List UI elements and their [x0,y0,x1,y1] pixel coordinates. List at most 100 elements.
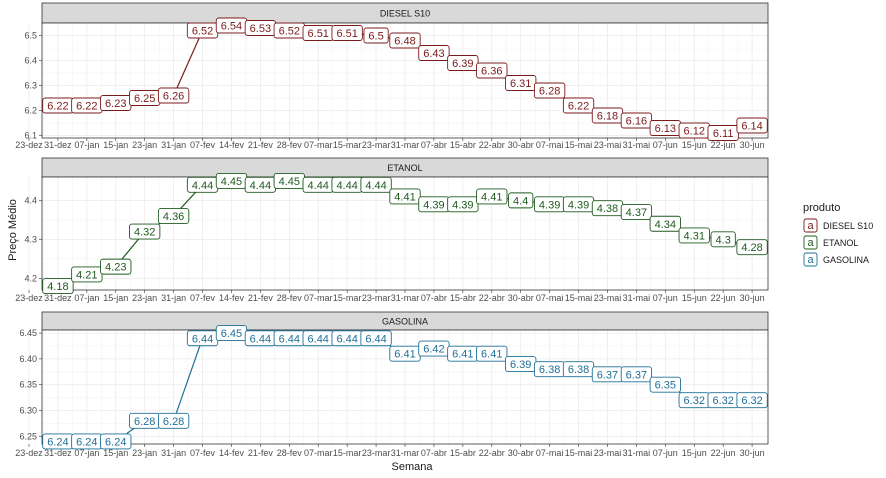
x-tick-label: 31-jan [161,448,186,458]
x-tick-label: 07-jan [74,448,99,458]
data-label: 4.3 [710,231,736,248]
facet-strip-label: DIESEL S10 [380,9,430,19]
data-label: 4.45 [215,172,248,189]
data-label-box [157,412,190,429]
data-label-text: 4.39 [539,199,560,211]
data-label-text: 6.32 [712,395,733,407]
data-label-box [533,82,566,99]
y-axis-title: Preço Médio [7,199,19,261]
data-label: 6.18 [591,107,624,124]
data-label: 4.41 [389,188,421,205]
x-tick-label: 22-jun [711,293,736,303]
data-label: 6.44 [273,330,305,347]
x-tick-label: 15-mai [565,293,593,303]
facet-etanol: ETANOL 23-dez 31-dez 07-jan 15-jan 23-jan 31-j… [15,157,769,303]
data-label-text: 4.31 [684,230,705,242]
data-label-text: 4.23 [105,262,126,274]
data-label-text: 6.35 [655,380,676,392]
data-label-text: 6.39 [452,58,473,70]
data-label-box [100,433,132,450]
data-label-text: 6.25 [134,93,155,105]
x-tick-label: 28-fev [277,140,303,150]
data-label-text: 4.41 [394,191,415,203]
panel-border [41,176,769,291]
data-label: 6.39 [447,55,479,71]
data-label: 6.37 [620,366,653,383]
x-tick-label: 23-mai [594,448,622,458]
x-tick-label: 07-mar [304,448,333,458]
x-tick-label: 15-jan [103,448,128,458]
data-label: 6.44 [186,330,219,347]
data-label: 4.32 [129,223,161,240]
data-label-text: 4.39 [452,199,473,211]
x-tick-label: 22-jun [711,448,736,458]
data-label: 4.4 [508,192,534,209]
x-tick-label: 22-abr [479,448,505,458]
x-tick-label: 15-mai [565,140,593,150]
x-tick-label: 30-jun [740,140,765,150]
y-tick-label: 6.1 [24,131,37,141]
x-tick-label: 21-fev [248,293,274,303]
x-tick-label: 23-jan [132,140,157,150]
data-label-box [418,45,450,61]
y-tick-label: 6.35 [19,380,37,390]
x-tick-label: 14-fev [219,448,245,458]
x-tick-label: 28-fev [277,448,303,458]
data-label-text: 6.41 [452,349,473,361]
x-tick-label: 31-mar [391,448,420,458]
data-label-text: 6.44 [365,333,386,345]
data-label: 4.44 [360,176,392,193]
x-tick-label: 31-mai [623,140,651,150]
x-tick-label: 15-abr [450,140,476,150]
data-label-text: 6.22 [76,101,97,113]
x-tick-label: 15-jun [682,293,707,303]
data-label: 4.21 [71,266,103,283]
data-label-text: 6.28 [134,416,155,428]
x-tick-label: 07-abr [421,293,447,303]
legend-item: a DIESEL S10 [803,218,873,233]
data-label-text: 4.3 [716,234,731,246]
data-label: 6.14 [736,117,768,134]
legend-label: DIESEL S10 [823,221,873,231]
data-label-text: 6.44 [250,333,271,345]
data-label-box [508,192,534,209]
x-tick-label: 07-mai [536,293,564,303]
data-label: 6.48 [389,32,421,49]
x-tick-label: 30-abr [508,293,534,303]
data-label-text: 6.42 [423,344,444,356]
data-label: 6.28 [157,412,190,429]
data-label-text: 6.24 [47,436,68,448]
data-label-text: 6.24 [76,436,97,448]
data-label-box [649,376,681,393]
y-tick-label: 6.30 [19,405,37,415]
x-tick-label: 23-mai [594,293,622,303]
y-tick-label: 6.4 [24,56,37,66]
x-tick-label: 07-mai [536,448,564,458]
y-tick-label: 4.3 [24,234,37,244]
data-label: 6.44 [331,330,363,347]
data-label-text: 6.51 [336,28,357,40]
data-label: 6.45 [215,325,248,342]
data-label-box [476,345,508,362]
x-tick-label: 31-mar [391,293,420,303]
data-label: 6.54 [215,17,248,34]
data-label-text: 6.28 [539,86,560,98]
x-tick-label: 30-abr [508,448,534,458]
data-label-text: 6.16 [626,116,647,128]
data-label-text: 6.28 [163,416,184,428]
data-label: 4.36 [157,208,190,224]
data-label-text: 6.11 [713,128,734,140]
data-label-box [736,117,768,134]
data-label: 4.23 [100,258,132,275]
data-label-text: 6.37 [626,369,647,381]
legend: produto a DIESEL S10 a ETANOL a GASOLINA [803,202,873,267]
x-tick-label: 07-fev [190,448,216,458]
x-tick-label: 07-fev [190,140,216,150]
x-tick-label: 14-fev [219,140,245,150]
data-label: 6.39 [505,356,537,372]
x-tick-label: 31-mar [391,140,420,150]
data-label-text: 6.39 [510,359,531,371]
data-label: 6.36 [476,62,508,79]
data-label-text: 4.41 [481,191,502,203]
